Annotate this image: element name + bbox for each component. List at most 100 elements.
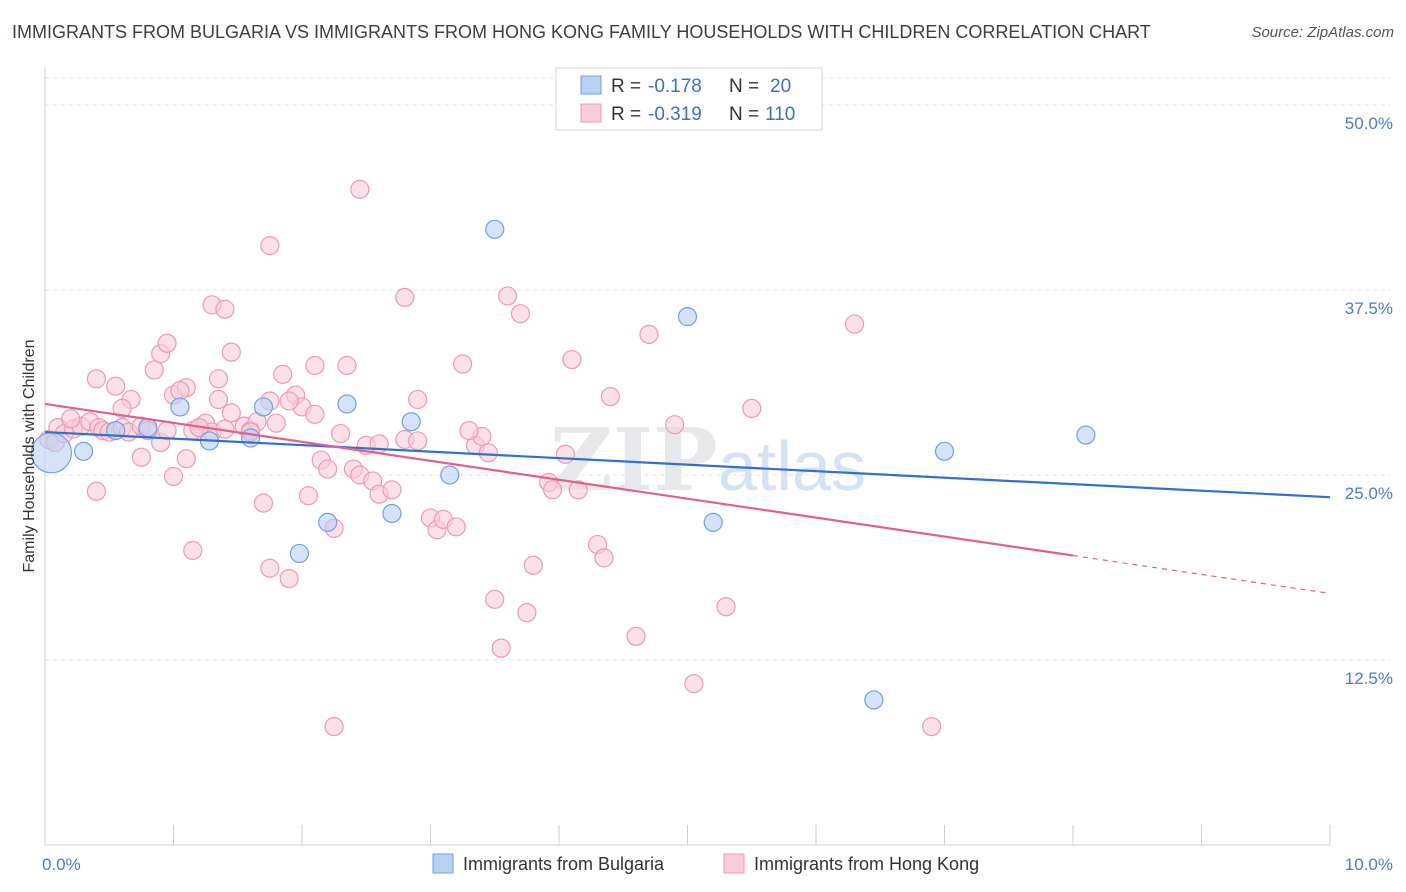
hong-kong-point-90 <box>491 638 511 658</box>
bulgaria-point-15 <box>677 307 698 327</box>
bottom-legend-label-hong-kong: Immigrants from Hong Kong <box>754 854 979 874</box>
y-tick-label-0: 12.5% <box>1345 669 1393 688</box>
hong-kong-point-93 <box>260 236 280 256</box>
hong-kong-point-44 <box>86 481 107 501</box>
y-axis-label: Family Households with Children <box>21 340 38 573</box>
legend-swatch-hong-kong <box>580 103 602 123</box>
hong-kong-point-49 <box>279 568 299 589</box>
bottom-legend-label-bulgaria: Immigrants from Bulgaria <box>463 854 665 874</box>
series-hong-kong-points <box>39 179 942 737</box>
chart-source: Source: ZipAtlas.com <box>1251 24 1394 41</box>
bulgaria-point-7 <box>253 397 274 417</box>
x-tick-labels: 0.0% 10.0% <box>42 855 1393 874</box>
hong-kong-point-88 <box>183 540 203 561</box>
hong-kong-point-89 <box>324 716 344 737</box>
bulgaria-point-4 <box>170 397 190 417</box>
x-ticks <box>44 825 1331 845</box>
legend-n-value-1: 110 <box>765 104 795 125</box>
legend-n-label-0: N = <box>729 76 759 97</box>
bottom-legend-swatch-hong-kong <box>723 853 745 874</box>
hong-kong-point-52 <box>318 459 338 479</box>
hong-kong-point-47 <box>253 493 274 513</box>
bulgaria-point-18 <box>1076 425 1096 445</box>
y-tick-label-1: 25.0% <box>1345 484 1393 503</box>
bulgaria-point-19 <box>864 690 884 710</box>
hong-kong-trendline <box>44 402 1074 557</box>
bulgaria-trendline <box>44 430 1331 499</box>
hong-kong-trendline-extrapolated <box>1072 554 1331 594</box>
hong-kong-point-42 <box>131 447 151 467</box>
hong-kong-point-83 <box>684 674 704 694</box>
hong-kong-point-97 <box>395 287 415 307</box>
hong-kong-point-85 <box>742 398 762 418</box>
hong-kong-point-74 <box>542 480 563 500</box>
bulgaria-point-1 <box>73 441 94 461</box>
hong-kong-point-84 <box>716 597 736 617</box>
hong-kong-point-76 <box>562 349 582 370</box>
hong-kong-point-69 <box>485 589 505 609</box>
hong-kong-point-87 <box>922 716 942 737</box>
bulgaria-point-3 <box>138 418 158 438</box>
hong-kong-point-91 <box>517 603 537 623</box>
legend-n-label-1: N = <box>729 104 759 125</box>
hong-kong-point-75 <box>555 444 576 464</box>
legend-r-label-0: R = <box>611 76 641 97</box>
bulgaria-point-14 <box>289 543 310 564</box>
hong-kong-point-18 <box>144 360 164 380</box>
legend-r-value-0: -0.178 <box>648 76 702 97</box>
legend-n-value-0: 20 <box>770 76 791 97</box>
x-tick-label-0: 0.0% <box>42 855 81 874</box>
hong-kong-point-38 <box>215 299 235 319</box>
y-tick-label-3: 50.0% <box>1345 114 1393 133</box>
bulgaria-point-11 <box>401 412 421 432</box>
hong-kong-point-99 <box>305 355 325 376</box>
hong-kong-point-104 <box>459 421 479 441</box>
hong-kong-point-80 <box>626 626 646 646</box>
hong-kong-point-71 <box>510 304 531 324</box>
bulgaria-point-13 <box>485 219 505 239</box>
hong-kong-point-78 <box>594 548 614 568</box>
hong-kong-point-79 <box>600 386 621 407</box>
hong-kong-point-82 <box>665 415 685 435</box>
hong-kong-point-72 <box>523 555 543 575</box>
bulgaria-point-17 <box>934 441 955 461</box>
hong-kong-point-45 <box>176 449 196 469</box>
bulgaria-point-9 <box>337 394 357 414</box>
bulgaria-point-12 <box>440 465 460 485</box>
hong-kong-point-61 <box>408 389 428 410</box>
hong-kong-point-107 <box>170 381 190 401</box>
bulgaria-point-8 <box>318 512 338 532</box>
hong-kong-point-86 <box>844 314 865 334</box>
hong-kong-point-39 <box>221 342 241 362</box>
hong-kong-point-53 <box>330 423 351 444</box>
top-legend: R = -0.178 N = 20 R = -0.319 N = 110 <box>555 67 823 131</box>
hong-kong-point-20 <box>157 333 177 353</box>
hong-kong-point-59 <box>382 480 402 500</box>
hong-kong-point-109 <box>337 355 357 376</box>
bulgaria-point-6 <box>241 428 261 448</box>
legend-r-label-1: R = <box>611 104 641 125</box>
hong-kong-point-40 <box>86 369 107 389</box>
hong-kong-point-108 <box>453 354 473 374</box>
hong-kong-point-41 <box>112 398 132 418</box>
watermark: ZIP atlas <box>550 410 866 511</box>
hong-kong-point-16 <box>106 376 126 396</box>
y-tick-label-2: 37.5% <box>1345 299 1393 318</box>
hong-kong-point-48 <box>260 558 280 578</box>
bottom-legend: Immigrants from Bulgaria Immigrants from… <box>432 853 979 874</box>
hong-kong-point-65 <box>446 517 466 537</box>
hong-kong-point-81 <box>639 324 659 344</box>
hong-kong-point-33 <box>273 364 293 384</box>
y-tick-labels: 12.5% 25.0% 37.5% 50.0% <box>1345 114 1393 688</box>
trendlines <box>44 402 1331 594</box>
hong-kong-point-28 <box>221 403 241 423</box>
watermark-atlas: atlas <box>718 427 866 505</box>
series-bulgaria-points <box>30 219 1096 710</box>
hong-kong-point-96 <box>350 179 370 199</box>
hong-kong-point-43 <box>163 466 184 487</box>
hong-kong-point-26 <box>208 389 229 410</box>
chart-title: IMMIGRANTS FROM BULGARIA VS IMMIGRANTS F… <box>12 22 1151 42</box>
hong-kong-point-105 <box>61 409 81 429</box>
hong-kong-point-101 <box>266 413 286 433</box>
